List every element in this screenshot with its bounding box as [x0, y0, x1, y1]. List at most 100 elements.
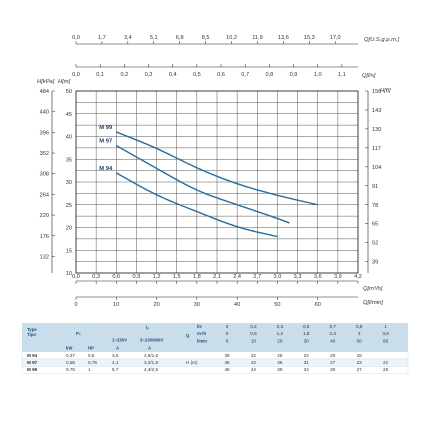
bottom-lmin-axis-label: Q[l/min]	[363, 300, 383, 306]
m3h-tick-label: 1,5	[173, 274, 181, 280]
ft-axis-label: H[ft]	[380, 88, 391, 94]
table-cell-head-m: 18	[357, 353, 363, 358]
table-q-lmin-cell: 0	[226, 338, 229, 343]
m3h-tick-label: 0,3	[92, 274, 100, 280]
table-cell-kw: 0,37	[66, 353, 75, 358]
ls-tick-label: 0,2	[120, 72, 128, 78]
ls-tick-label: 1,1	[338, 72, 346, 78]
series-label: M 94	[99, 166, 113, 172]
table-head-m3h: m³/h	[197, 331, 206, 336]
series-label: M 99	[99, 125, 113, 131]
ft-tick-label: 65	[372, 222, 378, 228]
ls-tick-label: 1,0	[314, 72, 322, 78]
table-row-bg	[21, 358, 409, 367]
ft-tick-label: 156	[372, 89, 381, 95]
table-cell-h-unit: H (m)	[186, 360, 198, 365]
usgpm-tick-label: 0,0	[72, 35, 80, 41]
top-usgpm-axis-label: Q[U.S.g.p.m.]	[364, 37, 400, 43]
table-q-lmin-cell: 60	[383, 338, 389, 343]
top-ls-axis-label: Q[l/s]	[362, 73, 376, 79]
ft-tick-label: 52	[372, 241, 378, 247]
ls-tick-label: 0,4	[169, 72, 177, 78]
table-q-ls-cell: 0,7	[330, 324, 337, 329]
table-q-lmin-cell: 30	[304, 338, 310, 343]
ft-tick-label: 130	[372, 127, 381, 133]
usgpm-tick-label: 1,7	[98, 35, 106, 41]
ft-tick-label: 117	[372, 146, 381, 152]
table-q-m3h-cell: 2,4	[330, 331, 337, 336]
m-tick-label: 35	[66, 157, 72, 163]
ls-tick-label: 0,6	[217, 72, 225, 78]
lmin-tick-label: 50	[274, 302, 280, 308]
table-cell-head-m: 44	[251, 367, 257, 372]
ls-tick-label: 0,9	[290, 72, 298, 78]
table-q-m3h-cell: 0	[226, 331, 229, 336]
curve-m-97	[115, 144, 290, 224]
bottom-m3h-axis-label: Q[m³/h]	[363, 286, 383, 292]
m-tick-label: 15	[66, 248, 72, 254]
ls-tick-label: 0,0	[72, 72, 80, 78]
table-head-q: Q	[186, 333, 190, 338]
kpa-tick-label: 440	[40, 110, 49, 116]
usgpm-tick-label: 15,3	[304, 35, 315, 41]
usgpm-tick-label: 11,9	[252, 35, 262, 41]
table-cell-head-m: 25	[383, 367, 389, 372]
table-head-230v: 1~230V	[112, 337, 127, 342]
table-q-ls-cell: 1	[384, 324, 387, 329]
axes	[51, 41, 369, 300]
performance-curves: M 99 M 97 M 94	[99, 125, 318, 238]
kpa-tick-label: 484	[40, 89, 49, 95]
plot-frame	[75, 90, 359, 274]
table-q-m3h-cell: 3,6	[382, 331, 389, 336]
table-cell-head-m: 36	[277, 360, 283, 365]
ft-tick-label: 104	[372, 165, 381, 171]
ft-tick-label: 39	[372, 260, 378, 266]
m-tick-label: 45	[66, 112, 72, 118]
table-cell-head-m: 39	[224, 353, 230, 358]
kpa-tick-label: 308	[40, 172, 49, 178]
table-cell-head-m: 32	[251, 353, 257, 358]
lmin-tick-label: 0	[74, 302, 77, 308]
ls-tick-label: 0,8	[265, 72, 273, 78]
table-head-p2: P₂	[76, 331, 81, 336]
table-cell-head-m: 23	[357, 360, 363, 365]
ft-tick-label: 91	[372, 184, 378, 190]
table-head-ia: Iₐ	[146, 325, 149, 330]
table-cell-hp: 0,5	[88, 353, 95, 358]
m3h-tick-label: 1,8	[193, 274, 201, 280]
table-cell-head-m: 39	[277, 367, 283, 372]
table-q-ls-cell: 0,5	[303, 324, 310, 329]
kpa-axis-label: H[kPa]	[37, 79, 55, 85]
table-cell-head-m: 24	[304, 353, 310, 358]
kpa-tick-label: 176	[40, 234, 49, 240]
m3h-tick-label: 3,3	[294, 274, 302, 280]
table-head-type-it: Tipo	[27, 332, 36, 337]
m-tick-label: 50	[66, 89, 72, 95]
table-q-lmin-cell: 10	[251, 338, 257, 343]
tick-labels: 0,0 1,7 3,4 5,1 6,8 8,5 10,2 11,9 13,6 15,3 17,0 0,…	[40, 35, 382, 308]
table-q-m3h-cell: 1,2	[277, 331, 284, 336]
table-cell-kw: 0,75	[66, 367, 75, 372]
kpa-tick-label: 132	[40, 254, 49, 260]
table-head-a2: A	[148, 346, 151, 351]
table-cell-head-m: 34	[304, 367, 310, 372]
table-cell-head-m: 21	[383, 360, 389, 365]
ls-tick-label: 0,3	[145, 72, 153, 78]
table-head-type: Type	[27, 327, 37, 332]
lmin-tick-label: 40	[234, 302, 240, 308]
m-tick-label: 10	[66, 271, 72, 277]
series-label: M 97	[99, 139, 112, 145]
table-cell-type: M 99	[27, 367, 38, 372]
grid-lines	[75, 90, 359, 274]
table-cell-head-m: 27	[357, 367, 363, 372]
table-head-3ph: 3~230/400V	[140, 337, 163, 342]
table-cell-hp: 1	[88, 367, 91, 372]
table-cell-a2: 3,3/1,9	[144, 360, 158, 365]
table-q-m3h-cell: 3	[358, 331, 361, 336]
m3h-tick-label: 2,1	[213, 274, 221, 280]
m3h-tick-label: 0,0	[72, 274, 80, 280]
lmin-tick-label: 30	[194, 302, 200, 308]
m3h-tick-label: 1,2	[153, 274, 161, 280]
usgpm-tick-label: 8,5	[202, 35, 210, 41]
